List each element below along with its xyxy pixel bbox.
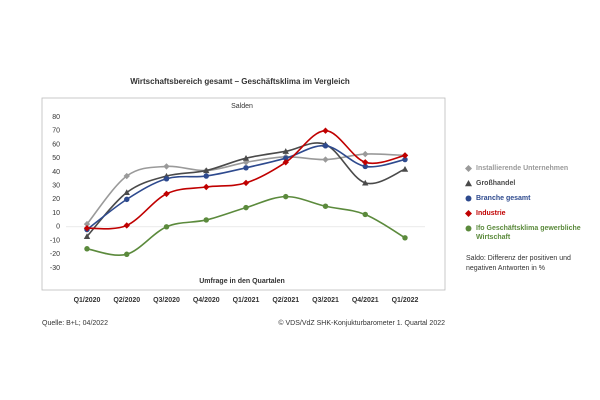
x-tick-label: Q2/2020 bbox=[113, 297, 140, 304]
legend-item: Großhandel bbox=[464, 179, 584, 188]
marker bbox=[124, 196, 130, 203]
marker bbox=[283, 193, 289, 200]
legend-label: Branche gesamt bbox=[476, 195, 531, 202]
x-tick-label: Q4/2020 bbox=[193, 297, 220, 304]
x-tick-label: Q2/2021 bbox=[272, 297, 299, 304]
marker bbox=[163, 176, 170, 182]
marker bbox=[465, 210, 472, 217]
x-tick-label: Q3/2021 bbox=[312, 297, 339, 304]
legend: Installierende Unternehmen Großhandel Bran… bbox=[464, 164, 584, 248]
legend-label: Großhandel bbox=[476, 180, 516, 187]
legend-item: Branche gesamt bbox=[464, 194, 584, 203]
legend-icon bbox=[465, 195, 472, 202]
marker bbox=[163, 163, 170, 170]
legend-item: Industrie bbox=[464, 209, 584, 218]
marker bbox=[362, 150, 369, 158]
marker bbox=[123, 189, 130, 196]
marker bbox=[242, 154, 250, 161]
plot-frame bbox=[41, 97, 446, 291]
marker bbox=[465, 180, 472, 187]
legend-icon bbox=[465, 165, 472, 172]
legend-icon bbox=[465, 225, 472, 232]
marker bbox=[123, 222, 130, 229]
marker bbox=[163, 224, 170, 230]
legend-icon bbox=[465, 180, 472, 187]
marker bbox=[242, 179, 250, 187]
marker bbox=[163, 190, 170, 198]
chart-title: Wirtschaftsbereich gesamt – Geschäftskli… bbox=[130, 77, 350, 86]
marker bbox=[243, 204, 249, 211]
y-tick-label: 30 bbox=[52, 182, 60, 189]
y-tick-label: -30 bbox=[50, 265, 60, 272]
y-tick-label: 70 bbox=[52, 128, 60, 135]
legend-icon bbox=[465, 210, 472, 217]
y-tick-label: -20 bbox=[50, 251, 60, 258]
y-tick-label: 80 bbox=[52, 114, 60, 121]
marker bbox=[243, 165, 249, 171]
note: Saldo: Differenz der positiven und negat… bbox=[466, 255, 571, 272]
marker bbox=[84, 246, 90, 252]
marker bbox=[322, 143, 329, 149]
y-tick-label: -10 bbox=[50, 237, 60, 244]
x-tick-label: Q1/2020 bbox=[74, 297, 101, 304]
marker bbox=[401, 152, 409, 159]
marker bbox=[465, 195, 472, 202]
legend-item: Ifo Geschäftsklima gewerbliche Wirtschaf… bbox=[464, 224, 584, 242]
subtitle: Salden bbox=[231, 103, 253, 110]
x-tick-label: Q3/2020 bbox=[153, 297, 180, 304]
y-tick-label: 10 bbox=[52, 210, 60, 217]
marker bbox=[362, 211, 368, 218]
marker bbox=[402, 235, 408, 241]
marker bbox=[203, 167, 210, 174]
y-tick-label: 0 bbox=[56, 224, 60, 231]
y-tick-label: 40 bbox=[52, 169, 60, 176]
legend-label: Ifo Geschäftsklima gewerbliche Wirtschaf… bbox=[476, 225, 581, 241]
marker bbox=[402, 156, 408, 163]
x-tick-label: Q1/2022 bbox=[392, 297, 419, 304]
marker bbox=[465, 225, 472, 232]
marker bbox=[83, 233, 91, 239]
legend-item: Installierende Unternehmen bbox=[464, 164, 584, 173]
marker bbox=[203, 217, 209, 223]
y-tick-label: 20 bbox=[52, 196, 60, 203]
marker bbox=[322, 203, 329, 209]
marker bbox=[401, 165, 409, 172]
copyright: © VDS/VdZ SHK-Konjukturbarometer 1. Quar… bbox=[278, 319, 445, 327]
marker bbox=[124, 251, 130, 257]
marker bbox=[203, 183, 210, 191]
marker bbox=[322, 127, 329, 134]
marker bbox=[283, 155, 289, 161]
marker bbox=[123, 172, 130, 180]
x-tick-label: Q4/2021 bbox=[352, 297, 379, 304]
marker bbox=[282, 159, 289, 166]
y-tick-label: 60 bbox=[52, 141, 60, 148]
marker bbox=[362, 179, 369, 186]
source: Quelle: B+L; 04/2022 bbox=[42, 320, 108, 327]
x-axis-label: Umfrage in den Quartalen bbox=[199, 278, 285, 285]
marker bbox=[322, 156, 329, 163]
marker bbox=[83, 220, 91, 228]
legend-label: Industrie bbox=[476, 210, 506, 217]
marker bbox=[362, 163, 368, 170]
x-tick-label: Q1/2021 bbox=[233, 297, 260, 304]
y-tick-label: 50 bbox=[52, 155, 60, 162]
marker bbox=[203, 173, 209, 179]
marker bbox=[465, 165, 472, 172]
marker bbox=[83, 224, 91, 232]
marker bbox=[282, 148, 289, 154]
marker bbox=[362, 159, 369, 166]
legend-label: Installierende Unternehmen bbox=[476, 165, 569, 172]
